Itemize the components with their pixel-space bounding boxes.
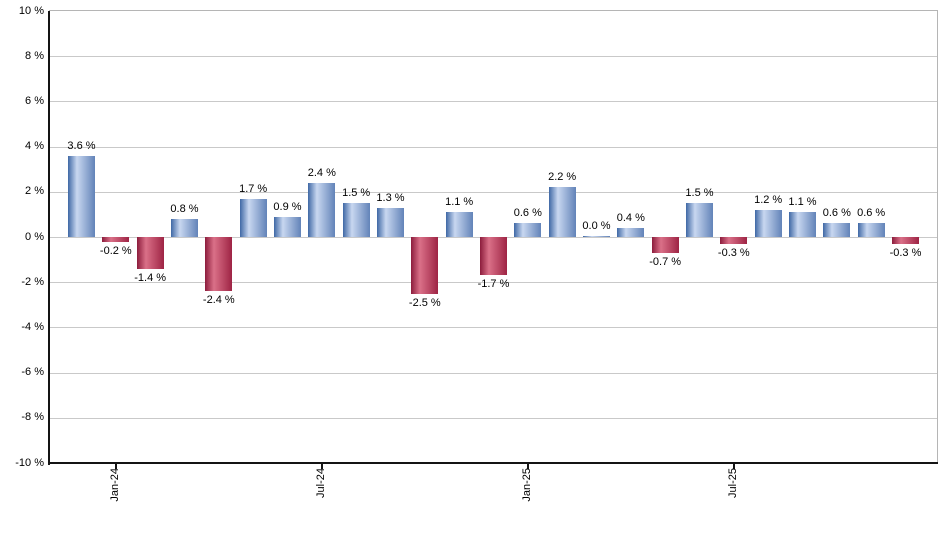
bar-positive — [308, 182, 336, 237]
x-axis-tick-label: Jan-25 — [520, 468, 533, 502]
bar-value-label: 2.2 % — [548, 171, 577, 184]
bar-value-label: -0.7 % — [649, 255, 682, 268]
bar-value-label: 0.4 % — [616, 211, 645, 224]
bar-value-label: 1.5 % — [685, 187, 714, 200]
bar-value-label: 0.6 % — [857, 207, 886, 220]
y-gridline — [50, 56, 938, 58]
bar-positive — [686, 203, 713, 237]
bar-value-label: -0.2 % — [99, 244, 132, 257]
bar-value-label: -0.3 % — [717, 246, 750, 259]
bar-value-label: 1.1 % — [788, 196, 817, 209]
x-axis-tick — [320, 464, 323, 469]
bar-value-label: -1.7 % — [477, 278, 510, 291]
bar-value-label: -1.4 % — [134, 271, 167, 284]
bar-negative — [205, 237, 233, 292]
y-axis-tick-label: -6 % — [21, 366, 44, 379]
y-axis-tick-label: 8 % — [25, 49, 44, 62]
y-axis-tick-label: 4 % — [25, 140, 44, 153]
y-axis-tick-label: -8 % — [21, 411, 44, 424]
x-axis-tick-label: Jan-24 — [108, 468, 121, 502]
bar-positive — [171, 218, 198, 237]
bar-value-label: 3.6 % — [67, 139, 96, 152]
bar-value-label: -2.4 % — [202, 294, 235, 307]
bar-positive — [823, 223, 851, 237]
bar-value-label: 0.0 % — [582, 219, 611, 232]
x-axis-tick — [526, 464, 529, 469]
bar-negative — [651, 237, 679, 253]
y-axis-tick-label: 6 % — [25, 94, 44, 107]
bar-value-label: 0.9 % — [273, 200, 302, 213]
x-axis-line — [48, 462, 938, 464]
y-gridline — [50, 101, 938, 103]
bar-value-label: -0.3 % — [889, 246, 922, 259]
bar-positive — [857, 223, 885, 237]
plot-right-border — [937, 11, 938, 463]
bar-negative — [720, 237, 748, 244]
bar-positive — [377, 207, 404, 237]
bar-positive — [274, 216, 301, 237]
bar-negative — [892, 237, 919, 244]
y-axis-tick-label: -2 % — [21, 275, 44, 288]
y-axis-line — [48, 11, 50, 465]
bar-negative — [480, 237, 507, 276]
bar-negative — [411, 237, 439, 294]
x-axis-tick-label: Jul-24 — [314, 468, 327, 498]
bar-positive — [68, 155, 95, 237]
y-axis-tick-label: -10 % — [15, 456, 44, 469]
x-axis-tick-label: Jul-25 — [726, 468, 739, 498]
bar-value-label: -2.5 % — [408, 296, 441, 309]
y-gridline — [50, 372, 938, 374]
bar-value-label: 1.3 % — [376, 191, 405, 204]
x-axis-tick — [114, 464, 117, 469]
bar-positive — [445, 212, 473, 237]
y-axis-tick-label: 2 % — [25, 185, 44, 198]
bar-value-label: 2.4 % — [307, 166, 336, 179]
bar-negative — [136, 237, 164, 269]
y-gridline — [50, 191, 938, 193]
y-gridline — [50, 417, 938, 419]
bar-positive — [617, 227, 645, 237]
bar-value-label: 0.6 % — [822, 207, 851, 220]
y-axis-tick-label: 0 % — [25, 230, 44, 243]
plot-top-border — [49, 10, 938, 11]
bar-negative — [102, 237, 130, 242]
bar-value-label: 1.5 % — [342, 187, 371, 200]
bar-value-label: 1.2 % — [754, 193, 783, 206]
bar-positive — [239, 198, 267, 237]
bar-positive — [514, 223, 542, 237]
y-gridline — [50, 282, 938, 284]
bar-positive — [548, 187, 576, 237]
bar-value-label: 1.1 % — [445, 196, 474, 209]
bar-positive — [583, 235, 610, 237]
x-axis-tick — [732, 464, 735, 469]
bar-positive — [342, 203, 370, 237]
y-axis-tick-label: -4 % — [21, 320, 44, 333]
bar-positive — [754, 209, 782, 237]
bar-value-label: 0.6 % — [513, 207, 542, 220]
bar-positive — [789, 212, 816, 237]
y-gridline — [50, 146, 938, 148]
y-axis-tick-label: 10 % — [18, 4, 44, 17]
bar-value-label: 0.8 % — [170, 202, 199, 215]
y-gridline — [50, 327, 938, 329]
bar-value-label: 1.7 % — [239, 182, 268, 195]
